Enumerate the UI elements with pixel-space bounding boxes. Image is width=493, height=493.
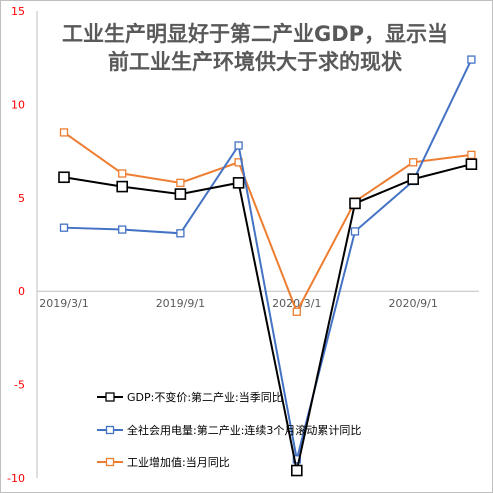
data-point bbox=[176, 178, 185, 188]
data-point bbox=[467, 150, 476, 159]
chart-title-line-1: 工业生产明显好于第二产业GDP，显示当 bbox=[62, 22, 448, 46]
y-tick-label: 0 bbox=[18, 285, 25, 298]
data-point bbox=[290, 464, 303, 477]
data-point bbox=[465, 158, 478, 170]
series-1 bbox=[59, 55, 476, 464]
data-point bbox=[292, 455, 301, 464]
legend: GDP:不变价:第二产业:当季同比全社会用电量:第二产业:连续3个月滚动累计同比… bbox=[97, 390, 361, 469]
data-point bbox=[118, 225, 127, 234]
x-tick-label: 2019/3/1 bbox=[39, 297, 88, 310]
y-tick-label: -10 bbox=[7, 472, 25, 485]
data-point bbox=[409, 158, 418, 167]
data-point bbox=[467, 55, 476, 64]
series-0 bbox=[58, 158, 478, 477]
data-point bbox=[292, 307, 301, 316]
series-line bbox=[63, 131, 472, 315]
data-point bbox=[174, 188, 187, 200]
y-tick-label: 5 bbox=[18, 192, 25, 205]
chart-title: 工业生产明显好于第二产业GDP，显示当 前工业生产环境供大于求的现状 bbox=[62, 22, 448, 74]
series-line bbox=[63, 59, 473, 460]
legend-label: 工业增加值:当月同比 bbox=[127, 455, 230, 469]
x-tick-label: 2019/9/1 bbox=[156, 297, 205, 310]
series-line bbox=[63, 163, 472, 471]
data-point bbox=[59, 223, 69, 232]
data-point bbox=[176, 229, 185, 238]
y-tick-label: 15 bbox=[11, 5, 25, 18]
data-point bbox=[58, 171, 70, 184]
legend-item: 全社会用电量:第二产业:连续3个月滚动累计同比 bbox=[97, 423, 361, 437]
x-axis: 2019/3/1 2019/9/1 2020/3/1 2020/9/1 bbox=[37, 290, 479, 310]
x-tick-label: 2020/3/1 bbox=[272, 297, 321, 310]
series-group bbox=[58, 55, 478, 477]
data-point bbox=[234, 141, 243, 150]
data-point bbox=[349, 197, 361, 210]
x-tick-label: 2020/9/1 bbox=[388, 297, 437, 310]
y-tick-label: -5 bbox=[14, 379, 25, 392]
legend-item: GDP:不变价:第二产业:当季同比 bbox=[97, 390, 283, 404]
data-point bbox=[350, 227, 360, 236]
chart-title-line-2: 前工业生产环境供大于求的现状 bbox=[108, 50, 403, 74]
data-point bbox=[118, 169, 127, 178]
y-tick-label: 10 bbox=[11, 98, 25, 111]
legend-marker bbox=[105, 392, 115, 402]
data-point bbox=[59, 128, 69, 137]
data-point bbox=[116, 180, 128, 193]
data-point bbox=[232, 177, 245, 189]
legend-label: 全社会用电量:第二产业:连续3个月滚动累计同比 bbox=[127, 423, 361, 437]
legend-label: GDP:不变价:第二产业:当季同比 bbox=[127, 390, 283, 404]
data-point bbox=[407, 173, 420, 185]
legend-marker bbox=[105, 425, 115, 435]
legend-item: 工业增加值:当月同比 bbox=[97, 455, 230, 469]
y-axis: 15 10 5 0 -5 -10 bbox=[7, 5, 38, 485]
legend-marker bbox=[105, 457, 115, 467]
series-2 bbox=[59, 128, 476, 316]
